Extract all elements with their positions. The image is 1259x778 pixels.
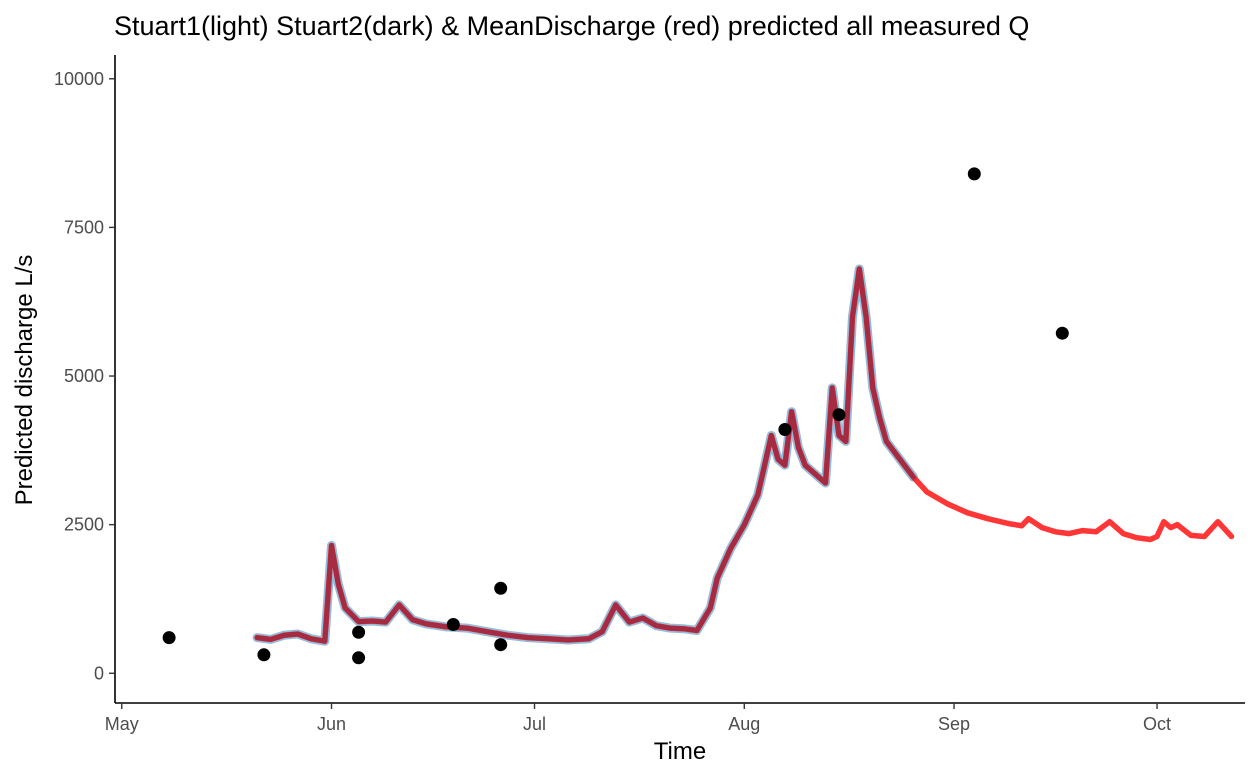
x-axis-title: Time [654, 738, 706, 765]
mean-discharge-line [254, 266, 1235, 644]
measured-point [352, 651, 366, 665]
y-tick-label: 2500 [64, 515, 104, 535]
stuart2-line [254, 266, 916, 644]
measured-point [352, 625, 366, 639]
y-axis-title: Predicted discharge L/s [11, 255, 38, 506]
series-layer [252, 264, 1235, 646]
y-tick-label: 10000 [54, 69, 104, 89]
measured-point [778, 423, 792, 436]
x-tick-label: Aug [728, 714, 760, 734]
measured-point [832, 408, 846, 422]
x-tick-label: Jun [317, 714, 346, 734]
stuart1-line [252, 264, 918, 646]
x-tick-label: Sep [938, 714, 970, 734]
y-tick-label: 5000 [64, 366, 104, 386]
measured-point [162, 631, 176, 645]
measured-point [257, 648, 271, 662]
measured-point [494, 581, 508, 595]
measured-point [446, 618, 460, 631]
y-tick-label: 0 [94, 663, 104, 683]
x-tick-label: Jul [523, 714, 546, 734]
measured-point [494, 638, 508, 652]
x-tick-label: May [105, 714, 139, 734]
x-tick-label: Oct [1143, 714, 1171, 734]
measured-point [967, 167, 981, 181]
chart-title: Stuart1(light) Stuart2(dark) & MeanDisch… [114, 11, 1029, 41]
y-tick-label: 7500 [64, 217, 104, 237]
measured-points [162, 167, 1069, 665]
measured-point [1055, 326, 1069, 340]
axes: 0 2500 5000 7500 10000 May Jun Jul Aug Sep Oct [54, 55, 1245, 734]
